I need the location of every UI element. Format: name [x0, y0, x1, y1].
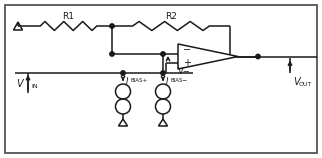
Text: $I$: $I$ [165, 75, 169, 86]
Circle shape [161, 52, 165, 56]
Text: BIAS−: BIAS− [171, 78, 188, 83]
Circle shape [161, 71, 165, 75]
Polygon shape [178, 44, 238, 69]
Text: +: + [183, 58, 191, 68]
Text: R1: R1 [62, 12, 74, 21]
Circle shape [121, 71, 125, 75]
Text: V−: V− [178, 67, 191, 76]
Circle shape [256, 54, 260, 59]
Text: −: − [183, 45, 191, 55]
Text: IN: IN [31, 83, 38, 88]
Text: $V$: $V$ [293, 75, 302, 87]
Text: R2: R2 [165, 12, 177, 21]
Circle shape [110, 52, 114, 56]
Circle shape [110, 24, 114, 28]
Text: OUT: OUT [299, 82, 312, 86]
Text: BIAS+: BIAS+ [131, 78, 148, 83]
Text: $V$: $V$ [16, 77, 25, 89]
Text: $I$: $I$ [125, 75, 129, 86]
